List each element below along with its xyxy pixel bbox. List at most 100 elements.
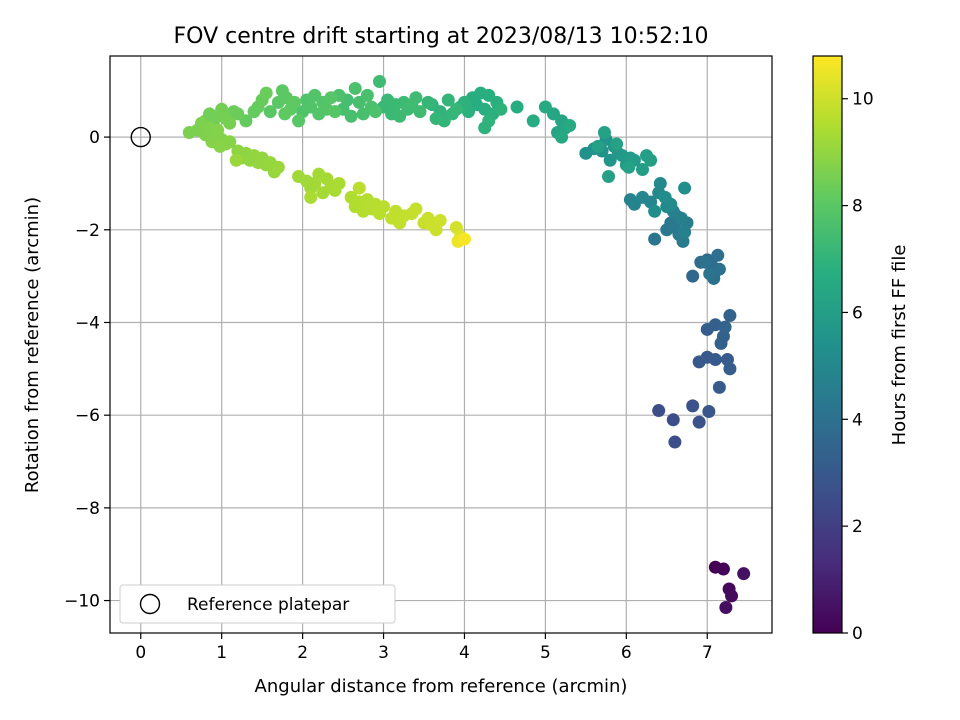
scatter-point (708, 353, 722, 367)
scatter-point (278, 107, 292, 121)
reference-point-marker (130, 126, 151, 148)
colorbar-tick-label: 0 (852, 624, 863, 644)
scatter-point (372, 74, 386, 88)
scatter-point (344, 109, 358, 123)
colorbar-tick-label: 6 (852, 303, 863, 323)
scatter-point (678, 181, 692, 195)
scatter-point (304, 190, 318, 204)
x-tick-label: 0 (135, 643, 146, 663)
scatter-point (708, 318, 722, 332)
y-tick-label: −8 (75, 499, 100, 519)
scatter-point (259, 86, 273, 100)
scatter-point (622, 160, 636, 174)
scatter-point (538, 100, 552, 114)
legend: Reference platepar (119, 584, 396, 624)
scatter-point (597, 125, 611, 139)
scatter-point (644, 153, 658, 167)
x-tick-label: 2 (297, 643, 308, 663)
scatter-point (421, 95, 435, 109)
scatter-point (658, 190, 672, 204)
scatter-point (377, 200, 391, 214)
x-tick-label: 4 (459, 643, 470, 663)
scatter-point (686, 269, 700, 283)
scatter-point (229, 153, 243, 167)
scatter-point (563, 119, 577, 133)
y-tick-label: −2 (75, 221, 100, 241)
scatter-point (263, 105, 277, 119)
scatter-point (457, 232, 471, 246)
scatter-point (711, 248, 725, 262)
scatter-point (288, 95, 302, 109)
scatter-point (652, 404, 666, 418)
scatter-point (292, 114, 306, 128)
scatter-point (719, 601, 733, 615)
y-tick-label: 0 (89, 128, 100, 148)
scatter-point (725, 589, 739, 603)
scatter-point (591, 139, 605, 153)
reference-platepar-marker (130, 126, 151, 148)
x-axis-ticks: 0 1 2 3 4 5 6 7 (135, 633, 713, 663)
colorbar-gradient (812, 55, 843, 634)
scatter-point (328, 105, 342, 119)
scatter-point (409, 202, 423, 216)
scatter-point (482, 114, 496, 128)
scatter-point (433, 214, 447, 228)
x-axis-label: Angular distance from reference (arcmin) (255, 676, 628, 697)
scatter-point (723, 362, 737, 376)
scatter-point (723, 309, 737, 323)
scatter-point (653, 176, 667, 190)
x-tick-label: 3 (378, 643, 389, 663)
legend-marker-icon (139, 593, 161, 615)
scatter-point (271, 160, 285, 174)
scatter-point (405, 98, 419, 112)
scatter-point (714, 336, 728, 350)
x-tick-label: 5 (540, 643, 551, 663)
scatter-point (674, 211, 688, 225)
scatter-point (441, 93, 455, 107)
scatter-point (648, 232, 662, 246)
y-tick-label: −6 (75, 406, 100, 426)
scatter-point (716, 562, 730, 576)
scatter-point (702, 404, 716, 418)
x-tick-label: 7 (702, 643, 713, 663)
x-tick-label: 1 (216, 643, 227, 663)
scatter-point (668, 435, 682, 449)
scatter-points (182, 74, 751, 615)
scatter-point (636, 163, 650, 177)
scatter-point (429, 112, 443, 126)
scatter-point (223, 135, 237, 149)
plot-area-frame (109, 55, 773, 634)
y-axis-ticks: −10 −8 −6 −4 −2 0 (64, 128, 110, 612)
scatter-point (703, 267, 717, 281)
y-tick-label: −10 (64, 592, 100, 612)
legend-label: Reference platepar (187, 595, 349, 615)
scatter-point (360, 88, 374, 102)
colorbar-tick-label: 2 (852, 517, 863, 537)
colorbar-label: Hours from first FF file (889, 245, 910, 446)
scatter-point (678, 225, 692, 239)
scatter-point (692, 415, 706, 429)
colorbar-tick-label: 10 (852, 90, 874, 110)
scatter-point (352, 181, 366, 195)
scatter-point (213, 139, 227, 153)
scatter-point (223, 116, 237, 130)
scatter-point (348, 81, 362, 95)
scatter-point (449, 102, 463, 116)
scatter-point (555, 130, 569, 144)
scatter-point (324, 91, 338, 105)
scatter-point (648, 204, 662, 218)
scatter-point (610, 137, 624, 151)
legend-box (119, 584, 396, 624)
scatter-point (510, 100, 524, 114)
colorbar-tick-label: 4 (852, 410, 863, 430)
scatter-point (686, 399, 700, 413)
scatter-point (737, 567, 751, 581)
scatter-point (368, 105, 382, 119)
x-tick-label: 6 (621, 643, 632, 663)
scatter-point (666, 413, 680, 427)
scatter-point (526, 114, 540, 128)
scatter-point (712, 262, 726, 276)
colorbar-ticks: 0 2 4 6 8 10 (842, 90, 874, 644)
scatter-point (494, 102, 508, 116)
